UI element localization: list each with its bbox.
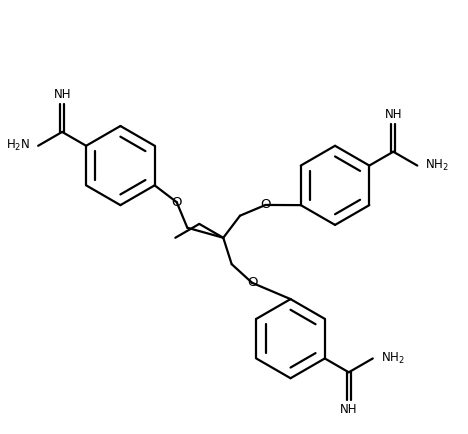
Text: H$_2$N: H$_2$N [6,138,30,153]
Text: NH: NH [385,108,402,121]
Text: NH$_2$: NH$_2$ [425,158,449,173]
Text: NH: NH [340,403,358,416]
Text: O: O [260,198,271,211]
Text: NH: NH [53,88,71,101]
Text: O: O [247,276,257,289]
Text: O: O [171,196,182,209]
Text: NH$_2$: NH$_2$ [380,351,404,366]
